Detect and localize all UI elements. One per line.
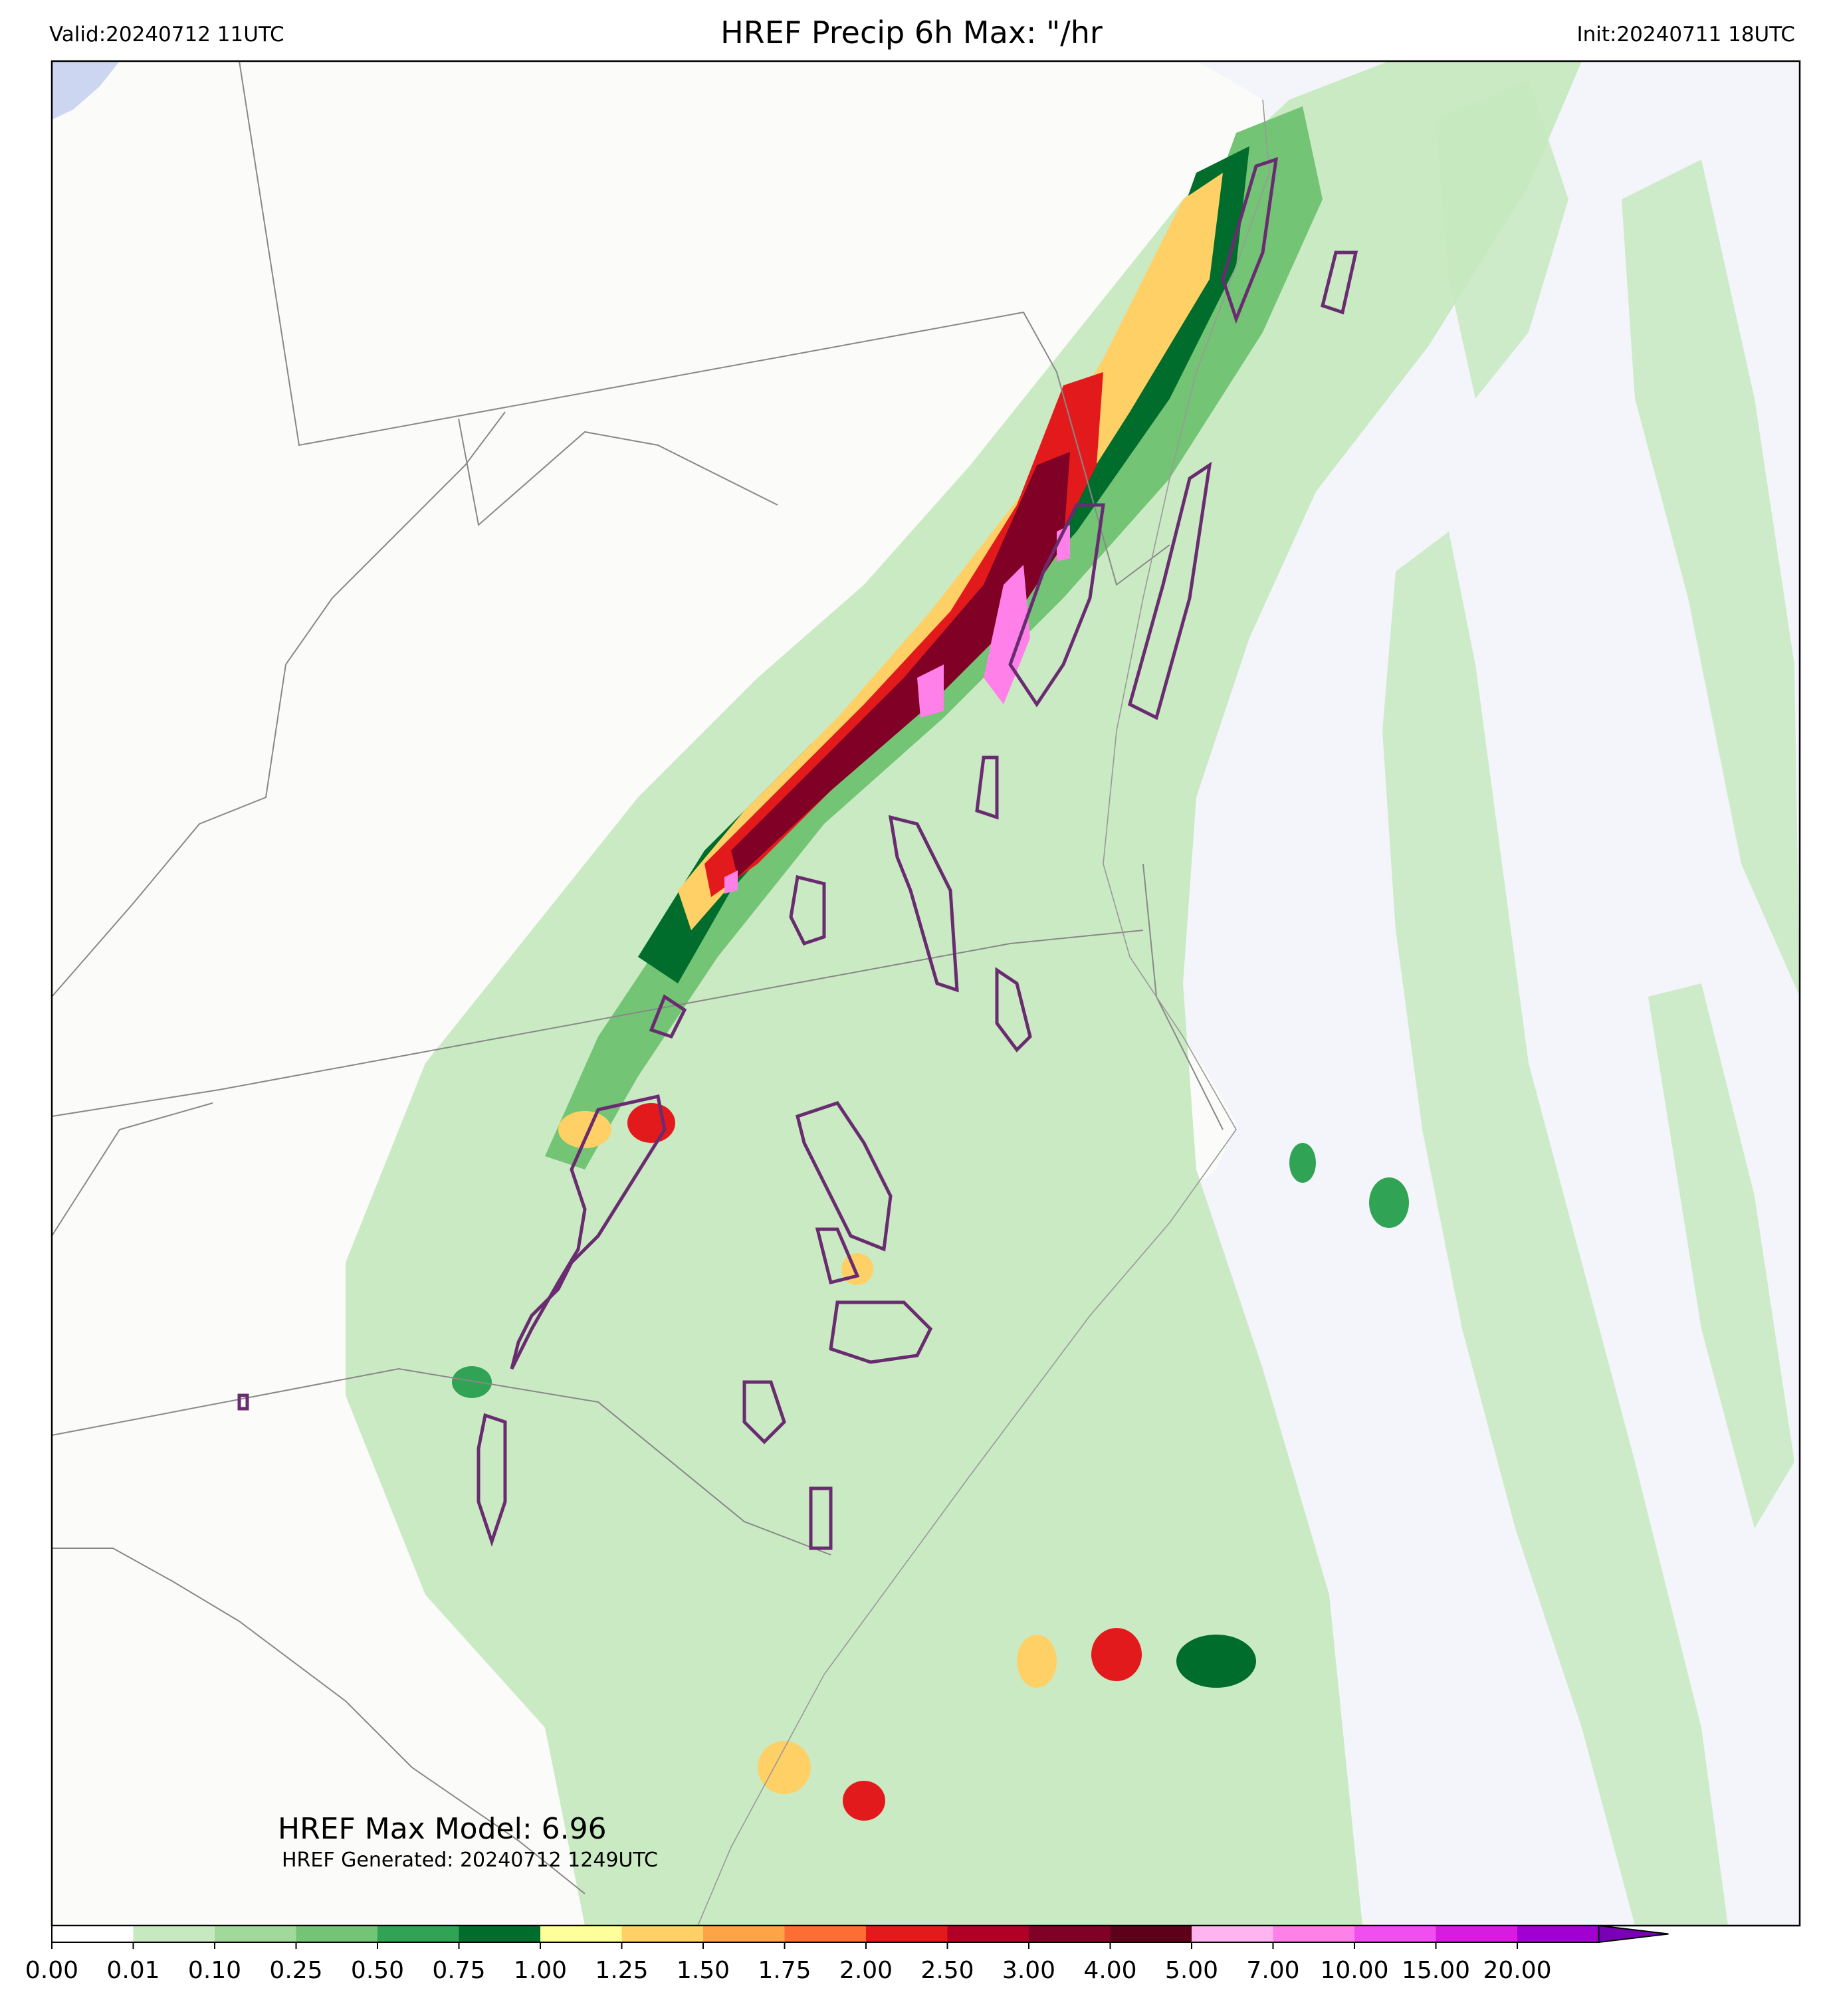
precip-cell <box>558 1111 611 1148</box>
colorbar-segment <box>1273 1926 1355 1942</box>
colorbar-segment <box>377 1926 460 1942</box>
colorbar-tick-label: 0.00 <box>25 1957 79 1984</box>
precip-cell <box>1289 1143 1316 1183</box>
precip-cell <box>627 1103 675 1143</box>
colorbar-tick-label: 1.50 <box>676 1957 730 1984</box>
precip-cell <box>452 1366 492 1398</box>
colorbar-tick-label: 5.00 <box>1164 1957 1219 1984</box>
colorbar-tick-label: 1.75 <box>758 1957 811 1984</box>
precip-light-region <box>346 61 1582 1926</box>
colorbar <box>51 1924 1669 1949</box>
colorbar-tick-label: 0.10 <box>187 1957 242 1984</box>
colorbar-tick-label: 7.00 <box>1246 1957 1300 1984</box>
colorbar-segment <box>1110 1926 1192 1942</box>
chart-title: HREF Precip 6h Max: "/hr <box>720 15 1103 50</box>
colorbar-segment <box>1354 1926 1437 1942</box>
colorbar-tick-label: 0.75 <box>432 1957 486 1984</box>
colorbar-tick-label: 0.50 <box>350 1957 405 1984</box>
colorbar-segment <box>215 1926 297 1942</box>
precip-offshore-bands <box>1382 80 1800 1926</box>
precip-red-core <box>704 372 1103 897</box>
valid-time-label: Valid:20240712 11UTC <box>49 23 284 47</box>
lake-erie <box>52 61 120 120</box>
colorbar-extend-arrow <box>1598 1924 1669 1944</box>
colorbar-tick-label: 2.00 <box>839 1957 893 1984</box>
colorbar-tick-label: 4.00 <box>1083 1957 1137 1984</box>
colorbar-tick-label: 15.00 <box>1401 1957 1471 1984</box>
max-model-label: HREF Max Model: 6.96 <box>278 1812 607 1846</box>
generated-time-label: HREF Generated: 20240712 1249UTC <box>282 1849 659 1872</box>
colorbar-segment <box>703 1926 786 1942</box>
colorbar-tick-label: 0.01 <box>106 1957 160 1984</box>
precip-darkred-core <box>731 452 1070 877</box>
precip-cell <box>841 1253 873 1285</box>
colorbar-segment <box>52 1926 134 1942</box>
precip-yellow-core <box>678 173 1223 930</box>
precip-cell <box>843 1781 885 1821</box>
colorbar-segment <box>1436 1926 1518 1942</box>
colorbar-segment <box>947 1926 1029 1942</box>
colorbar-tick-label: 3.00 <box>1002 1957 1056 1984</box>
state-borders <box>52 61 1224 1894</box>
colorbar-tick-label: 1.25 <box>595 1957 649 1984</box>
colorbar-segment <box>459 1926 541 1942</box>
colorbar-segment <box>866 1926 948 1942</box>
probability-contours <box>237 157 1358 1550</box>
colorbar-tick-label: 0.25 <box>269 1957 323 1984</box>
precip-cell <box>1369 1177 1409 1228</box>
precip-field <box>346 61 1800 1926</box>
colorbar-tick-label: 10.00 <box>1320 1957 1389 1984</box>
colorbar-segment <box>621 1926 704 1942</box>
colorbar-segment <box>1517 1926 1600 1942</box>
map-area <box>52 61 1800 1926</box>
colorbar-segment <box>133 1926 215 1942</box>
colorbar-tick-label: 20.00 <box>1483 1957 1552 1984</box>
precip-cell <box>758 1741 811 1794</box>
colorbar-segment <box>540 1926 623 1942</box>
colorbar-segment <box>784 1926 867 1942</box>
colorbar-segment <box>1192 1926 1274 1942</box>
precip-cell <box>1017 1635 1057 1688</box>
colorbar-segment <box>1029 1926 1111 1942</box>
precip-moderate-band <box>545 106 1323 1169</box>
precip-cell <box>1176 1635 1256 1688</box>
colorbar-outline <box>51 1925 1600 1943</box>
colorbar-tick-label: 2.50 <box>920 1957 974 1984</box>
colorbar-segment <box>296 1926 378 1942</box>
precip-cell <box>1091 1628 1142 1681</box>
init-time-label: Init:20240711 18UTC <box>1576 23 1795 47</box>
coastline <box>697 99 1270 1926</box>
colorbar-tick-label: 1.00 <box>513 1957 568 1984</box>
